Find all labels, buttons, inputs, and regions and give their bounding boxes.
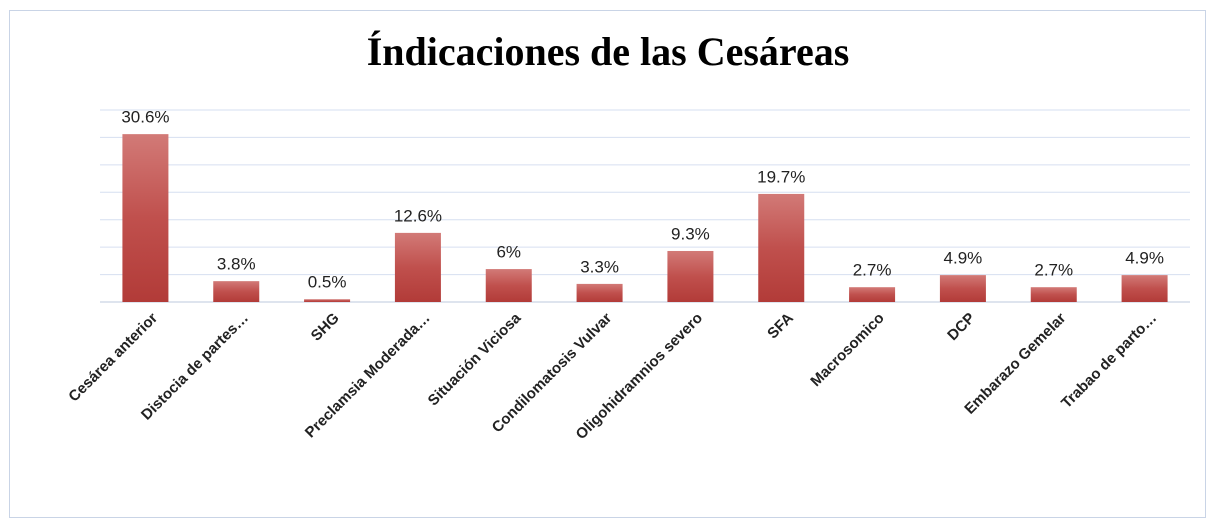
chart-border bbox=[9, 10, 1206, 518]
bar bbox=[576, 283, 623, 302]
bar bbox=[667, 250, 714, 302]
bar bbox=[758, 193, 805, 302]
value-label: 9.3% bbox=[671, 224, 710, 243]
bar bbox=[939, 275, 986, 302]
bar bbox=[304, 299, 351, 302]
bar bbox=[1121, 275, 1168, 302]
value-label: 3.8% bbox=[217, 255, 256, 274]
bar bbox=[213, 281, 260, 302]
value-label: 12.6% bbox=[394, 206, 442, 225]
value-label: 30.6% bbox=[121, 108, 169, 127]
value-label: 2.7% bbox=[853, 261, 892, 280]
value-label: 4.9% bbox=[1125, 249, 1164, 268]
value-label: 6% bbox=[496, 243, 521, 262]
value-label: 2.7% bbox=[1034, 261, 1073, 280]
value-label: 4.9% bbox=[944, 249, 983, 268]
bar bbox=[485, 269, 532, 302]
bar bbox=[394, 232, 441, 302]
value-label: 19.7% bbox=[757, 167, 805, 186]
bar bbox=[1030, 287, 1077, 302]
chart-title: Índicaciones de las Cesáreas bbox=[367, 29, 850, 74]
value-label: 0.5% bbox=[308, 273, 347, 292]
bar bbox=[122, 134, 169, 302]
bar bbox=[849, 287, 896, 302]
value-label: 3.3% bbox=[580, 257, 619, 276]
